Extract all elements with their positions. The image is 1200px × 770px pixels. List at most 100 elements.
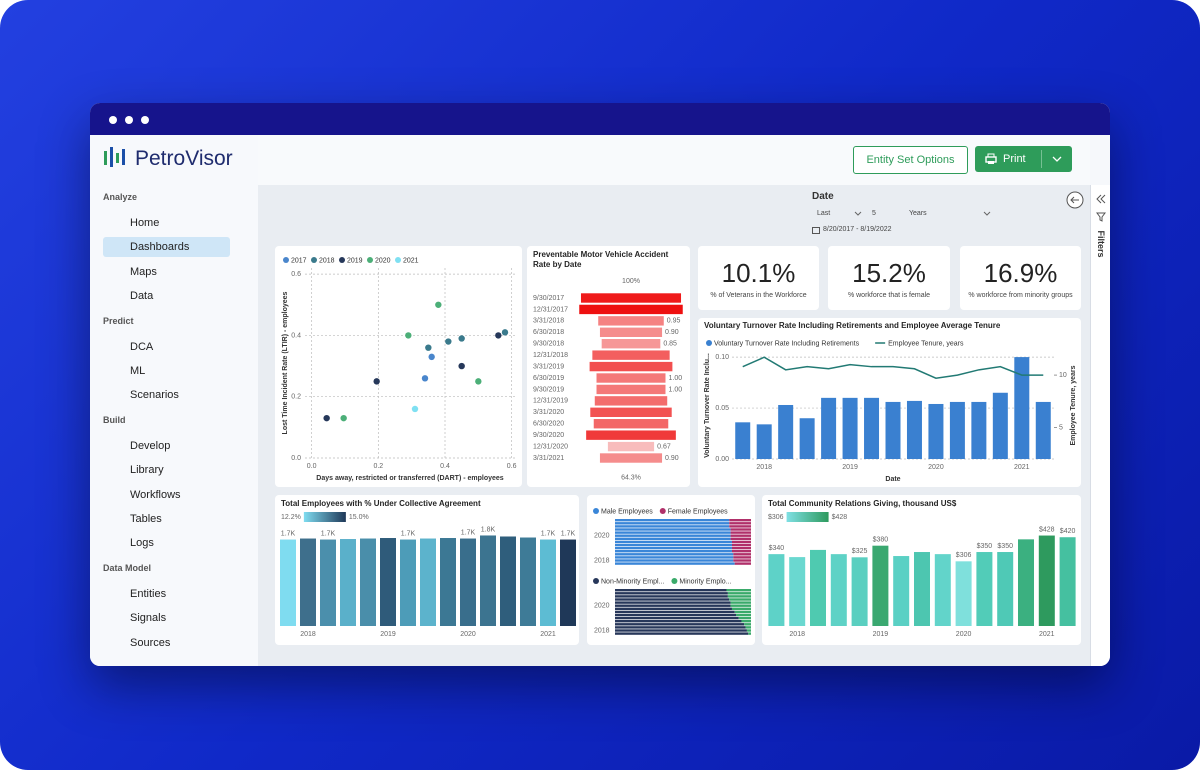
legend-swatch (659, 508, 666, 514)
back-button[interactable] (1065, 190, 1085, 210)
bar (735, 422, 751, 459)
caret (854, 211, 862, 216)
nav-item[interactable]: Library (103, 460, 230, 480)
point (428, 353, 435, 361)
bar-segment (615, 604, 731, 607)
legend-swatch (706, 340, 712, 346)
value-label: 1.00 (669, 386, 683, 393)
bar (340, 539, 356, 626)
bar (997, 552, 1014, 626)
value-label: 1.7K (321, 530, 336, 537)
y2-axis-label: Employee Tenure, years (1070, 365, 1077, 445)
value-label: 1.7K (401, 530, 416, 537)
nav-item[interactable]: DCA (103, 337, 230, 357)
bar-segment (615, 623, 745, 626)
nav-label: Data (130, 290, 154, 303)
value-label: 1.8K (481, 526, 496, 533)
accident-chart: 100% 64.3% 9/30/2017 12/31/2017 3/31/2018 0.9… (533, 278, 683, 481)
annotation: 100% (622, 278, 640, 285)
bar-segment (615, 620, 742, 623)
nav-item[interactable]: Home (103, 213, 230, 233)
nav-item[interactable]: Maps (103, 262, 230, 282)
bar (400, 539, 416, 626)
category-label: 6/30/2019 (533, 375, 564, 382)
nav-label: DCA (130, 340, 154, 353)
x-tick-label: 0.0 (307, 463, 317, 470)
bar (520, 537, 536, 626)
nav-label: Entities (130, 587, 167, 600)
color-scale (786, 512, 829, 522)
bar-segment (730, 537, 751, 540)
bar (756, 424, 772, 459)
nav-item[interactable]: ML (103, 361, 230, 381)
bar (906, 400, 922, 459)
bar-segment (726, 589, 751, 592)
bar (440, 538, 456, 626)
filters-label[interactable]: Filters (1096, 230, 1106, 258)
logo-icon (104, 147, 125, 167)
brand: PetroVisor (135, 147, 233, 170)
kpi-value: 16.9% (983, 258, 1058, 288)
bar (599, 453, 663, 463)
bar (560, 539, 576, 626)
legend-label: Female Employees (668, 508, 728, 515)
bar-segment (615, 531, 731, 534)
point (475, 378, 482, 385)
date-unit[interactable]: Years (909, 210, 927, 217)
point (405, 332, 412, 339)
bar (885, 401, 901, 459)
print-button[interactable]: Print (975, 146, 1072, 172)
category-label: 9/30/2018 (533, 341, 564, 348)
category-label: 9/30/2017 (533, 295, 564, 302)
x-tick-label: 2018 (756, 464, 772, 471)
x-tick-label: 2021 (1014, 464, 1030, 471)
bar (280, 539, 296, 626)
x-tick-label: 0.6 (507, 463, 517, 470)
nav-item[interactable]: Scenarios (103, 385, 230, 405)
legend-swatch (671, 578, 678, 584)
bar (540, 539, 556, 626)
nav-item[interactable]: Entities (103, 584, 230, 604)
turnover-chart: 0.00 0.05 0.10 5 10 2018 2019 2020 2021 Date Volun… (704, 340, 1077, 483)
category-label: 6/30/2018 (533, 329, 564, 336)
print-dropdown[interactable] (1041, 146, 1072, 172)
category-label: 2020 (594, 533, 610, 540)
scatter-chart: 0.0 0.2 0.4 0.6 0.0 0.2 0.4 0.6 Days away, restr… (282, 257, 517, 482)
nav-item[interactable]: Signals (103, 608, 230, 628)
category-label: 12/31/2020 (533, 443, 568, 450)
legend-swatch (339, 257, 345, 263)
point (323, 414, 330, 422)
kpi-label: % workforce that is female (847, 292, 931, 299)
bar-segment (729, 598, 751, 601)
nav-item[interactable]: Logs (103, 533, 230, 553)
filters-pane[interactable]: Filters (1090, 185, 1110, 666)
bar (586, 430, 676, 440)
bar-segment (615, 540, 732, 544)
x-tick-label: 2021 (540, 631, 556, 638)
bar (768, 554, 785, 626)
bar (851, 557, 868, 626)
date-mode[interactable]: Last (817, 210, 831, 217)
x-tick-label: 2020 (956, 631, 972, 638)
x-tick-label: 0.2 (373, 463, 383, 470)
nav-label: Sources (130, 636, 171, 649)
kpi-label: % workforce from minority groups (968, 292, 1073, 299)
legend-label: Employee Tenure, years (888, 340, 964, 347)
point (445, 338, 452, 345)
entity-set-button[interactable]: Entity Set Options (853, 146, 968, 174)
value-label: $380 (873, 537, 889, 544)
legend-label: Voluntary Turnover Rate Including Retire… (714, 340, 860, 347)
nav-item[interactable]: Dashboards (103, 237, 230, 258)
value-label: $350 (997, 543, 1013, 550)
collapse-icon[interactable] (1095, 194, 1107, 204)
bar-segment (615, 528, 731, 531)
nav-item[interactable]: Sources (103, 633, 230, 653)
nav-item[interactable]: Tables (103, 509, 230, 529)
nav-item[interactable]: Data (103, 286, 230, 306)
nav-item[interactable]: Develop (103, 436, 230, 456)
nav-item[interactable]: Workflows (103, 485, 230, 505)
bar (893, 556, 910, 626)
bar (420, 538, 436, 626)
date-count[interactable]: 5 (872, 210, 876, 217)
title-bar (90, 103, 1110, 135)
